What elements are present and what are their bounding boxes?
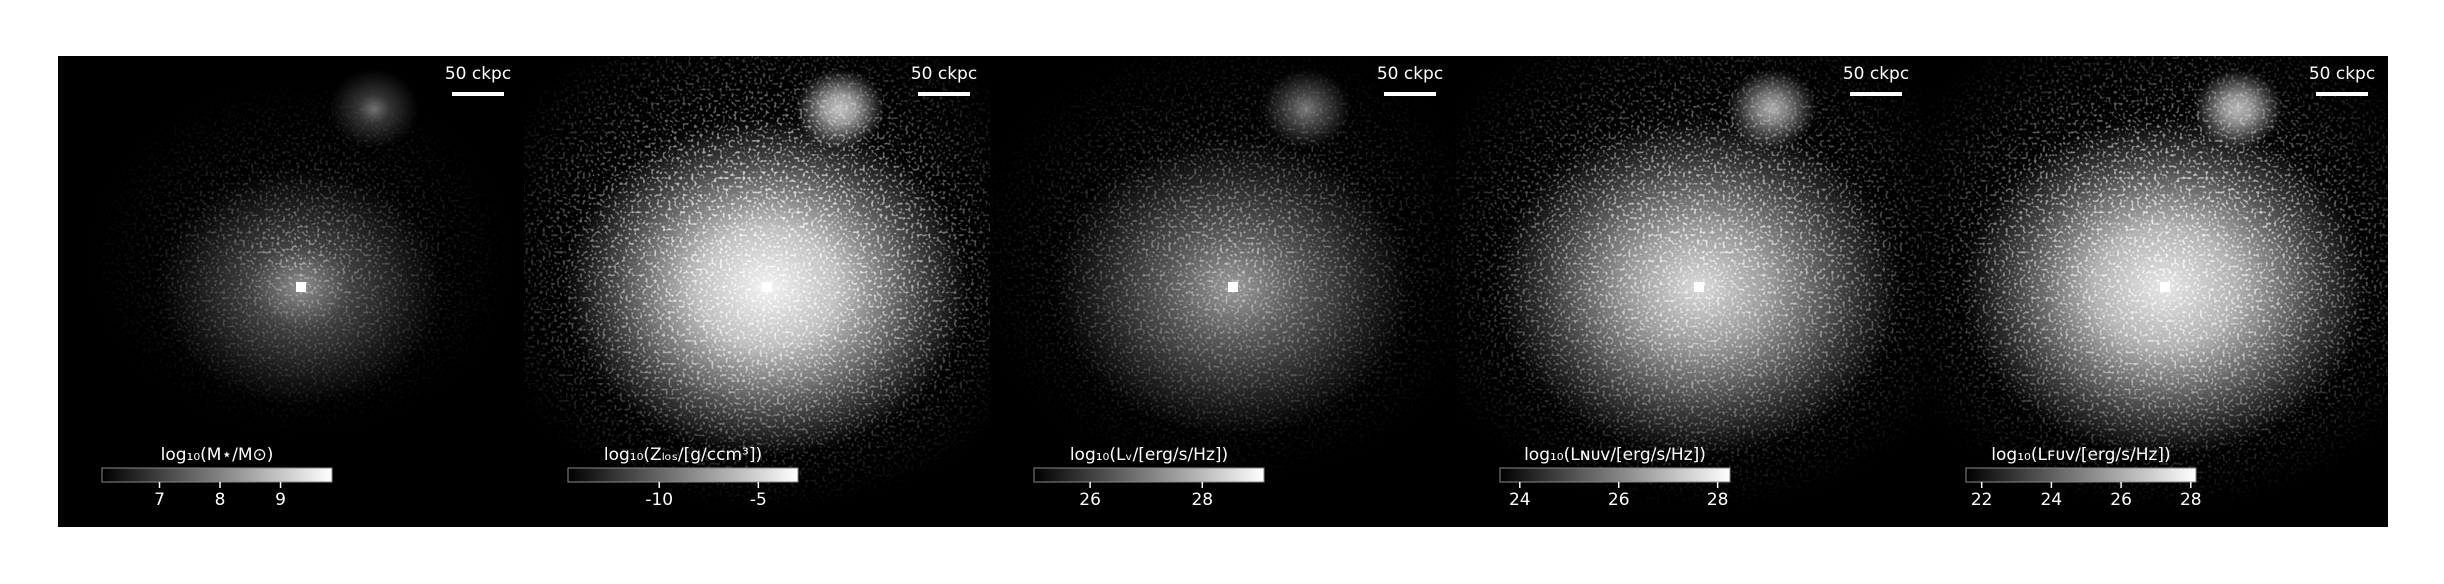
- colorbar-tick-label: 9: [275, 490, 286, 510]
- pixel-speckle: [1456, 56, 1922, 527]
- colorbar-tick-label: 24: [1509, 490, 1531, 510]
- scalebar-label: 50 ckpc: [911, 64, 977, 84]
- galaxy-image: [1456, 56, 1922, 527]
- colorbar-tick-label: -10: [645, 490, 673, 510]
- colorbar-label: log₁₀(Lꜰᴜᴠ/[erg/s/Hz]): [1991, 445, 2170, 465]
- colorbar-tick-label: 26: [1079, 490, 1101, 510]
- colorbar-label: log₁₀(Lɴᴜᴠ/[erg/s/Hz]): [1524, 445, 1706, 465]
- scalebar-label: 50 ckpc: [1377, 64, 1443, 84]
- scalebar-label: 50 ckpc: [2309, 64, 2375, 84]
- pixel-speckle: [1922, 56, 2388, 527]
- colorbar-tick-label: 26: [2110, 490, 2132, 510]
- colorbar: [101, 467, 333, 483]
- colorbar-tick-label: 28: [1707, 490, 1729, 510]
- colorbar: [1033, 467, 1265, 483]
- pixel-speckle: [524, 56, 990, 527]
- panel: 50 ckpc log₁₀(Lꜰᴜᴠ/[erg/s/Hz]) 22 24 26 28: [1922, 56, 2388, 527]
- galaxy-core: [296, 282, 306, 292]
- pixel-speckle: [58, 56, 524, 527]
- scalebar-label: 50 ckpc: [445, 64, 511, 84]
- colorbar: [1499, 467, 1731, 483]
- galaxy-image: [524, 56, 990, 527]
- panel: 50 ckpc log₁₀(Lɴᴜᴠ/[erg/s/Hz]) 24 26 28: [1456, 56, 1922, 527]
- colorbar-tick-label: 28: [1191, 490, 1213, 510]
- galaxy-core: [1694, 282, 1704, 292]
- colorbar-tick-label: 8: [215, 490, 226, 510]
- colorbar-tick-label: 22: [1971, 490, 1993, 510]
- galaxy-image: [990, 56, 1456, 527]
- colorbar-tick-label: 26: [1608, 490, 1630, 510]
- colorbar: [1965, 467, 2197, 483]
- scalebar-label: 50 ckpc: [1843, 64, 1909, 84]
- galaxy-image: [1922, 56, 2388, 527]
- colorbar-tick-label: 24: [2041, 490, 2063, 510]
- panel: 50 ckpc log₁₀(Zₗₒₛ/[g/ccm³]) -10 -5: [524, 56, 990, 527]
- pixel-speckle: [990, 56, 1456, 527]
- colorbar-label: log₁₀(M⋆/M⊙): [161, 445, 274, 465]
- galaxy-core: [1228, 282, 1238, 292]
- colorbar-tick-label: -5: [750, 490, 767, 510]
- colorbar: [567, 467, 799, 483]
- colorbar-tick-label: 28: [2180, 490, 2202, 510]
- colorbar-label: log₁₀(Lᵥ/[erg/s/Hz]): [1070, 445, 1228, 465]
- galaxy-core: [2160, 282, 2170, 292]
- panel: 50 ckpc log₁₀(Lᵥ/[erg/s/Hz]) 26 28: [990, 56, 1456, 527]
- colorbar-tick-label: 7: [154, 490, 165, 510]
- galaxy-core: [762, 282, 772, 292]
- colorbar-label: log₁₀(Zₗₒₛ/[g/ccm³]): [604, 445, 762, 465]
- galaxy-image: [58, 56, 524, 527]
- panel: 50 ckpc log₁₀(M⋆/M⊙) 7 8 9: [58, 56, 524, 527]
